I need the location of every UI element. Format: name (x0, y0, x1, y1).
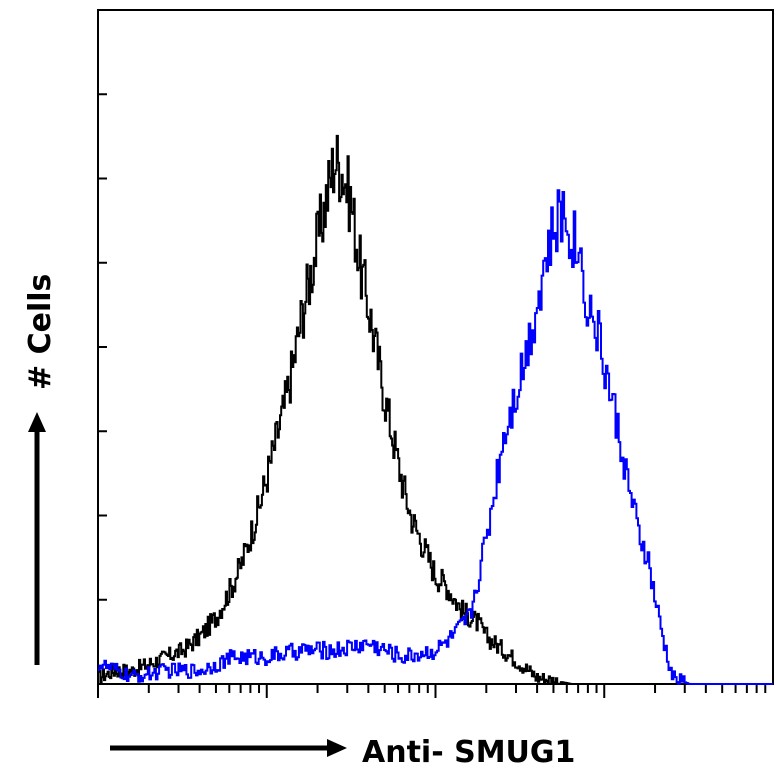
x-axis-arrow (110, 739, 347, 757)
x-axis-ticks (97, 684, 767, 698)
y-axis-label: # Cells (23, 274, 58, 390)
y-axis-ticks (98, 9, 107, 685)
series-layer (98, 134, 773, 685)
control-histogram-line (98, 134, 605, 685)
x-axis-label: Anti- SMUG1 (362, 735, 575, 770)
y-axis-arrow (28, 412, 46, 665)
smug1-histogram-line (98, 189, 773, 685)
